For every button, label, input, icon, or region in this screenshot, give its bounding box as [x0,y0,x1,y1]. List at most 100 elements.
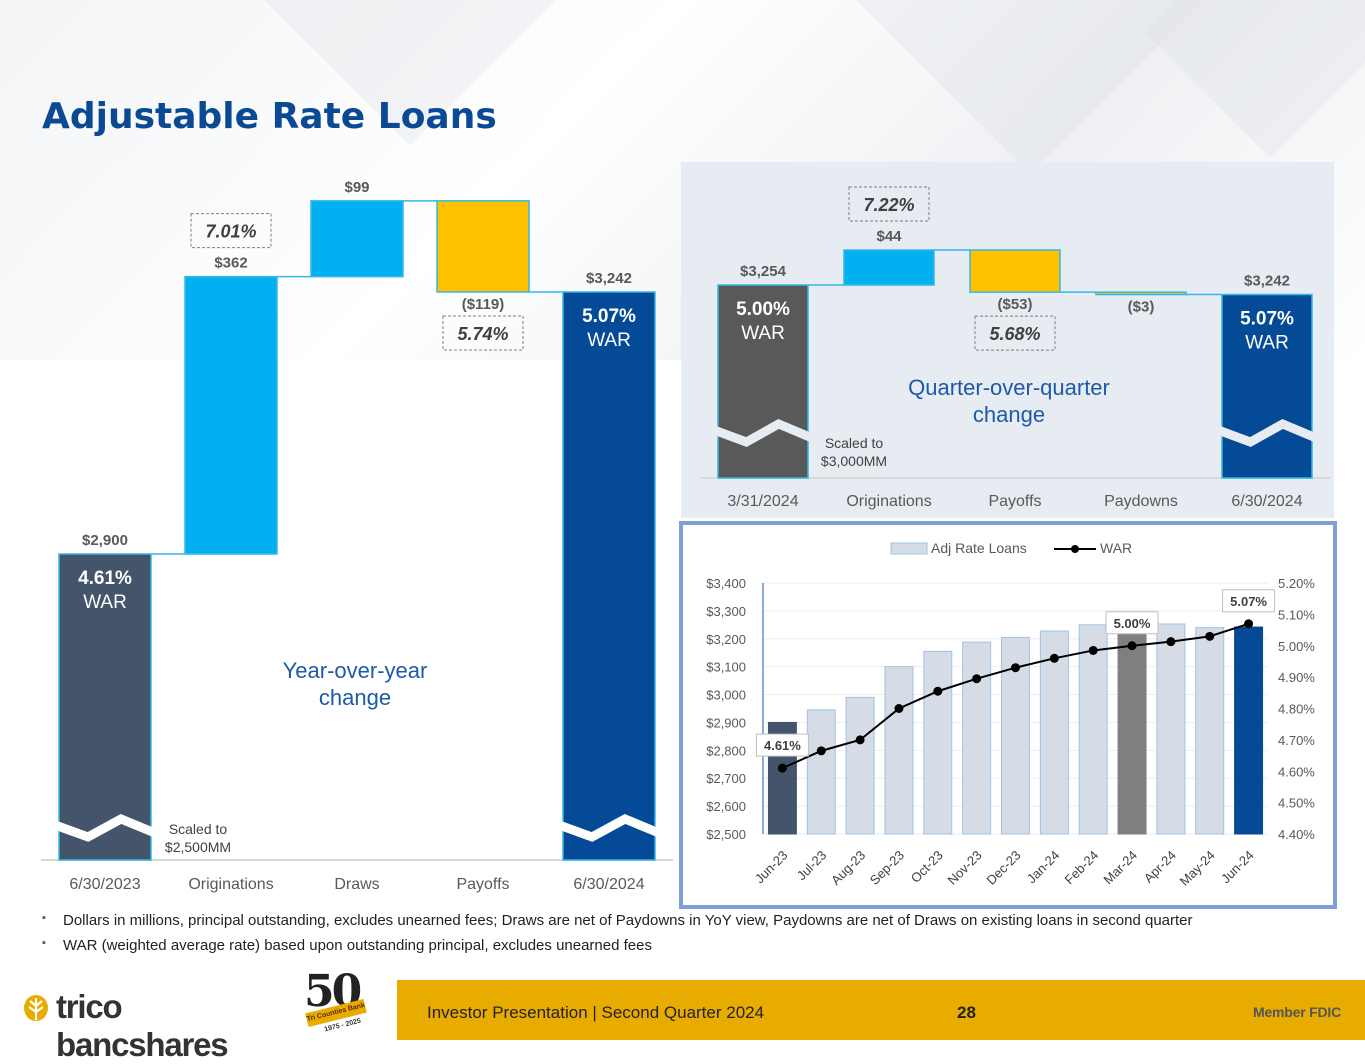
left-tick-label-1: $2,600 [706,799,746,814]
value-label-0: $2,900 [82,532,128,549]
left-tick-label-9: $3,400 [706,576,746,591]
legend-swatch-bars [890,542,928,555]
month-label-4: Oct-23 [908,848,946,886]
month-label-0: Jun-23 [752,848,791,887]
month-label-1: Jul-23 [794,848,830,884]
value-label-1: $44 [876,228,902,245]
value-label-2: $99 [344,179,369,196]
yoy-scale-note-line2: $2,500MM [165,839,231,855]
footer: trico bancshares 50 Tri Counties Bank 19… [0,968,1365,1063]
war-data-label-12: 5.07% [1230,594,1267,609]
waterfall-bar-2 [310,200,404,278]
war-data-label-box-12 [1222,589,1276,613]
left-tick-label-7: $3,200 [706,632,746,647]
monthly-bar-9 [1117,623,1147,835]
right-tick-label-3: 4.70% [1278,733,1315,748]
war-rate-label-0: 4.61% [78,568,132,589]
footnote-war: WAR (weighted average rate) based upon o… [42,937,1342,954]
war-data-label-box-0 [755,733,809,757]
rate-box-3 [442,315,524,351]
rate-box-2 [974,315,1056,351]
month-label-6: Dec-23 [983,848,1023,888]
qoq-scale-note-line2: $3,000MM [821,453,887,469]
monthly-bar-12 [1234,626,1264,835]
left-tick-label-5: $3,000 [706,688,746,703]
value-label-3: ($119) [462,296,505,313]
left-tick-label-6: $3,100 [706,660,746,675]
right-tick-label-0: 4.40% [1278,827,1315,842]
left-tick-label-8: $3,300 [706,604,746,619]
member-fdic: Member FDIC [1253,1004,1342,1020]
right-tick-label-7: 5.10% [1278,607,1315,622]
right-tick-label-6: 5.00% [1278,639,1315,654]
monthly-bar-1 [806,709,836,835]
month-label-8: Feb-24 [1062,848,1102,888]
category-label-4: 6/30/2024 [573,876,644,893]
month-label-10: Apr-24 [1141,848,1179,886]
logo-wordmark: trico bancshares [56,988,229,1063]
right-tick-label-4: 4.80% [1278,702,1315,717]
war-point-2 [855,735,865,745]
war-point-3 [894,704,904,713]
trend-chart-panel [679,521,1337,909]
war-data-label-box-9 [1105,611,1159,635]
value-label-0: $3,254 [740,263,787,280]
left-tick-label-4: $2,900 [706,715,746,730]
rate-label-1: 7.22% [863,195,914,215]
war-text-label-4: WAR [1245,333,1289,354]
footer-presentation-title: Investor Presentation | Second Quarter 2… [427,1003,765,1022]
monthly-bar-3 [884,666,914,835]
left-tick-label-2: $2,700 [706,771,746,786]
war-rate-label-4: 5.07% [582,306,636,327]
category-label-1: Originations [846,493,931,510]
yoy-scale-note-line1: Scaled to [169,821,228,837]
category-label-2: Payoffs [988,493,1041,510]
value-label-3: ($3) [1128,299,1155,316]
war-point-0 [777,763,787,773]
qoq-scale-note-line1: Scaled to [825,435,884,451]
monthly-bar-5 [962,641,992,835]
war-point-6 [1011,663,1020,673]
waterfall-bar-1 [184,275,278,555]
war-rate-label-0: 5.00% [736,299,790,320]
right-tick-label-5: 4.90% [1278,670,1315,685]
anniversary-badge: 50 Tri Counties Bank 1975 - 2025 [300,968,378,1034]
war-point-8 [1088,645,1098,655]
war-data-label-0: 4.61% [764,738,801,753]
waterfall-bar-3 [1095,291,1187,296]
monthly-bar-7 [1039,630,1069,835]
monthly-bar-8 [1078,624,1108,835]
page-title: Adjustable Rate Loans [42,96,497,137]
category-label-0: 3/31/2024 [727,493,798,510]
value-label-4: $3,242 [586,270,632,287]
monthly-bar-4 [923,650,953,835]
yoy-annotation-line2: change [319,685,391,710]
axis-break-0 [712,419,814,447]
rate-box-1 [848,186,930,222]
war-point-7 [1049,653,1059,663]
war-point-5 [972,674,982,684]
footer-bar [397,980,1365,1040]
left-tick-label-3: $2,800 [706,743,746,758]
axis-break-0 [53,814,157,842]
wheat-logo-icon [24,995,48,1021]
right-tick-label-8: 5.20% [1278,576,1315,591]
waterfall-bar-2 [969,249,1061,293]
month-label-7: Jan-24 [1024,848,1063,887]
war-point-10 [1166,637,1176,647]
value-label-4: $3,242 [1244,273,1290,290]
category-label-0: 6/30/2023 [69,876,140,893]
yoy-annotation-line1: Year-over-year [283,658,428,683]
qoq-annotation-line2: change [973,402,1045,427]
month-label-3: Sep-23 [867,848,907,888]
war-rate-label-4: 5.07% [1240,309,1294,330]
rate-label-1: 7.01% [205,222,256,242]
monthly-bar-10 [1156,623,1186,835]
axis-break-4 [557,814,661,842]
month-label-9: Mar-24 [1100,848,1140,888]
monthly-bar-2 [845,696,875,835]
value-label-1: $362 [214,255,247,272]
war-point-11 [1205,631,1215,641]
category-label-2: Draws [334,876,379,893]
tricobancshares-logo: trico bancshares [22,988,292,1063]
